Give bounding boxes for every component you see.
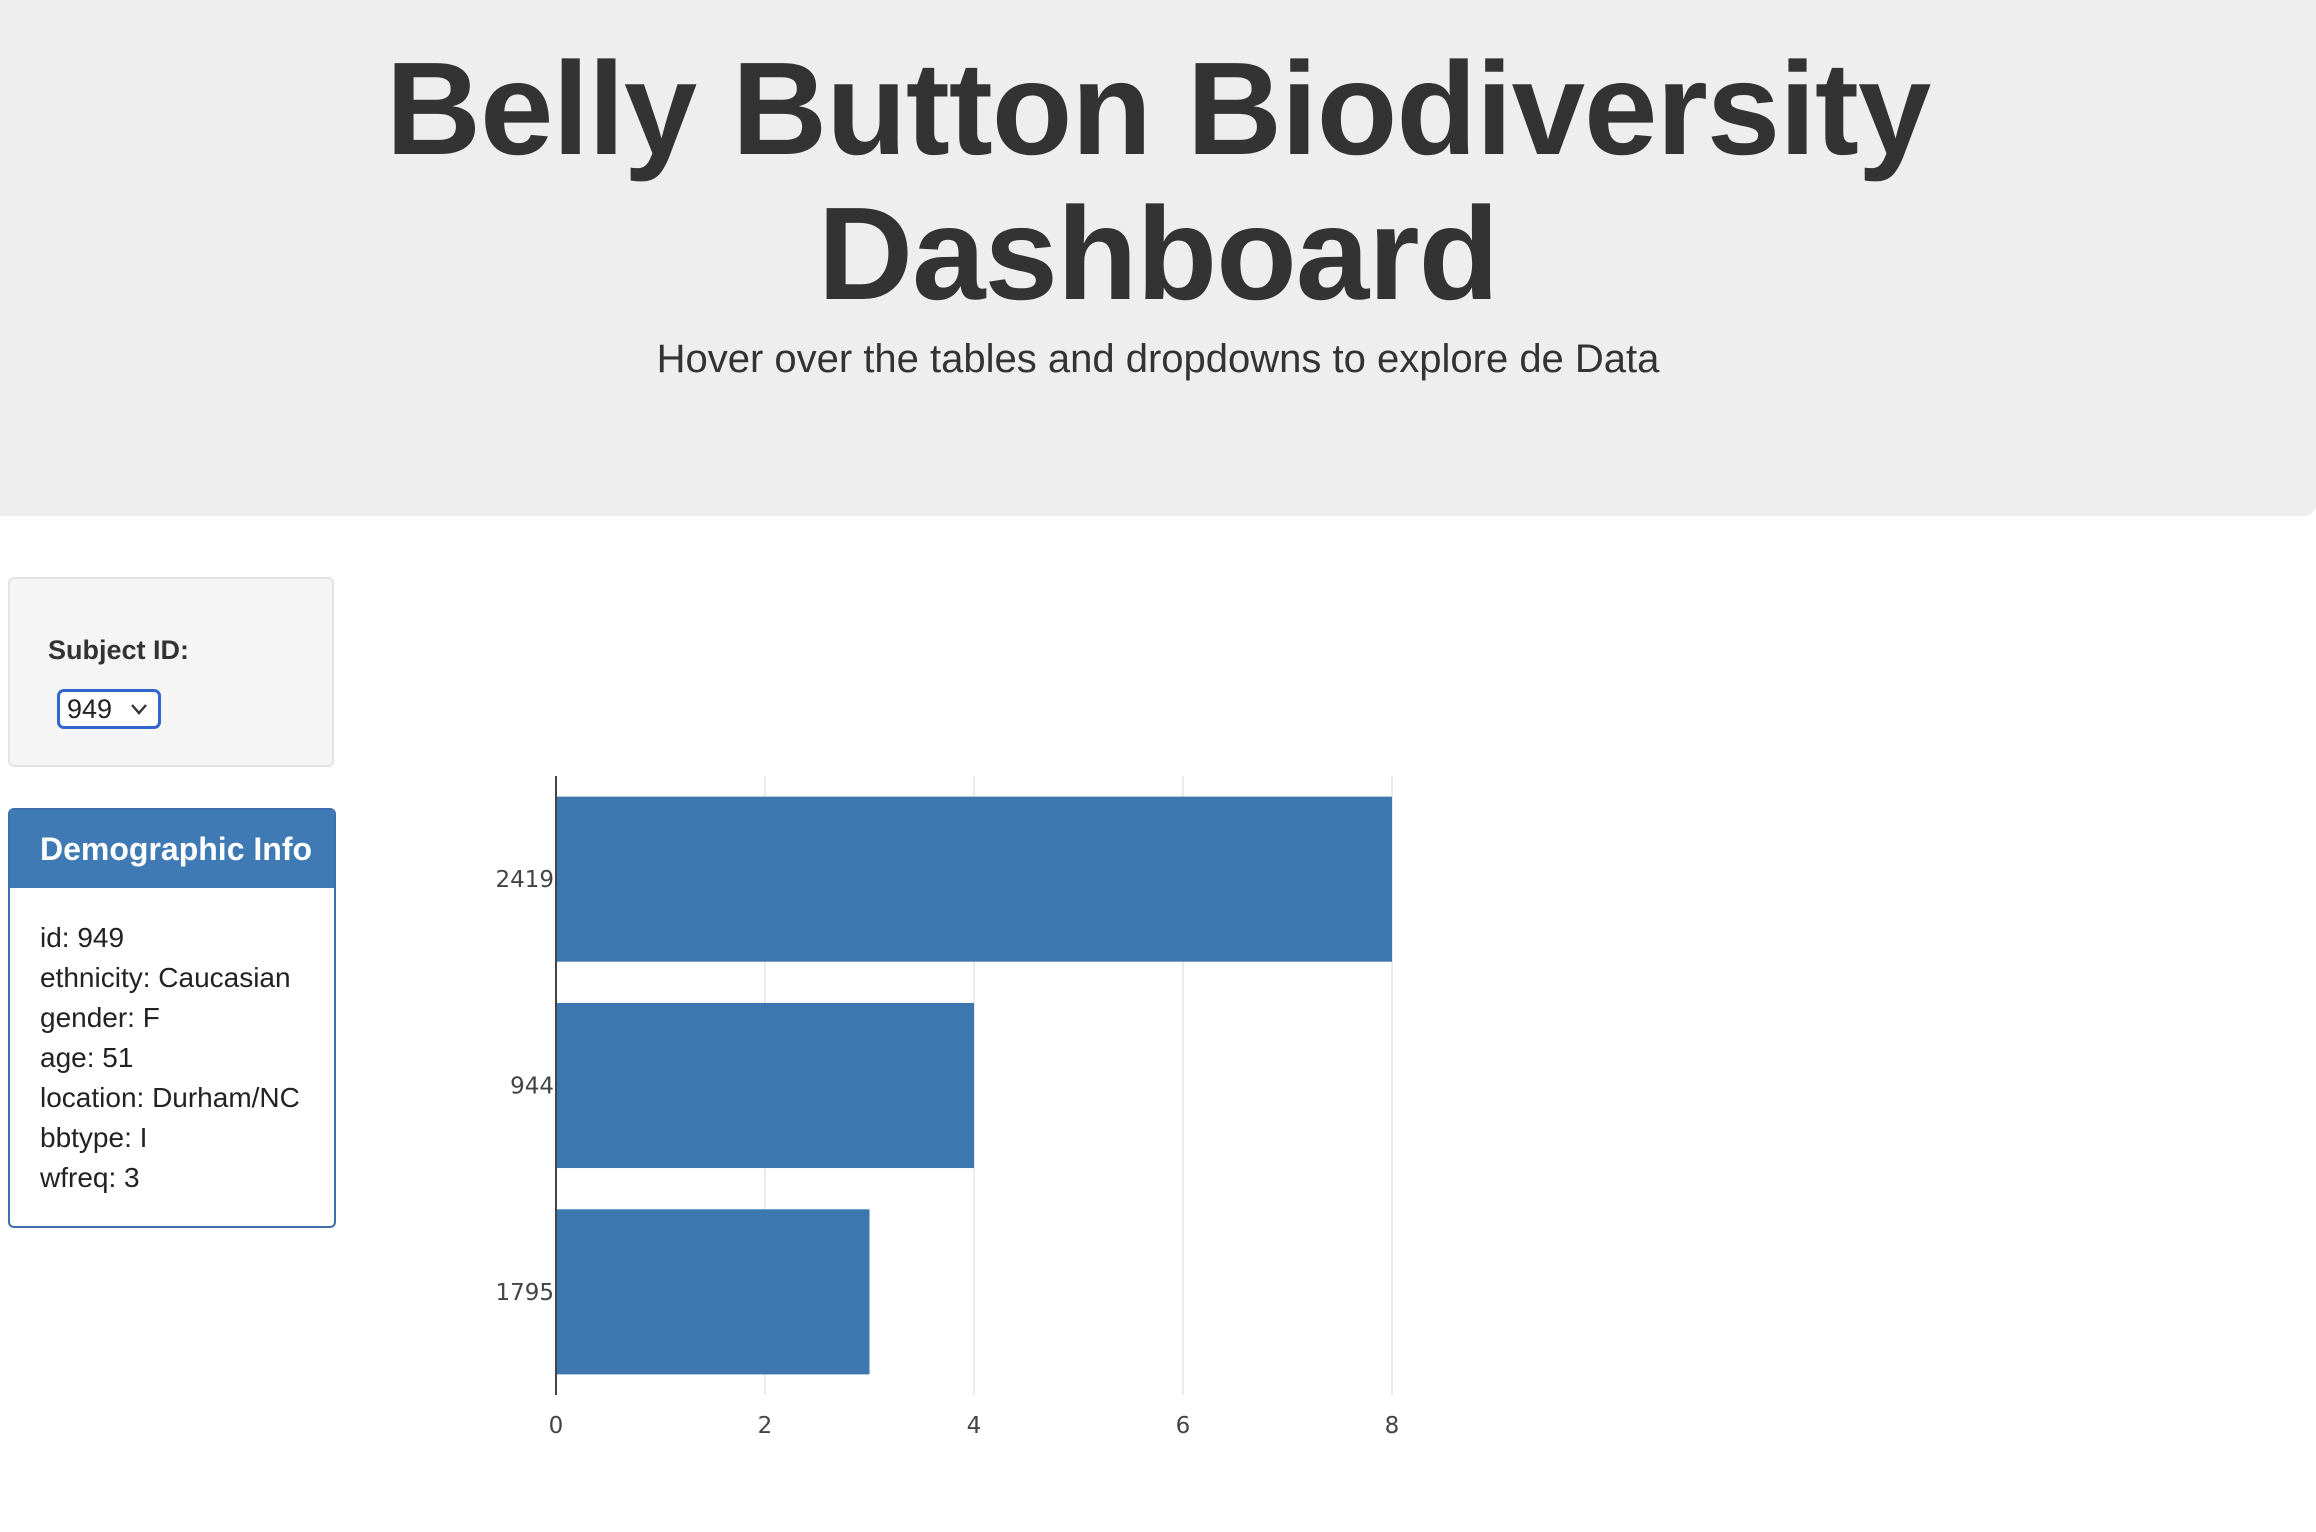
page-title-line2: Dashboard: [817, 180, 1499, 327]
header-jumbotron: Belly Button Biodiversity Dashboard Hove…: [0, 0, 2316, 516]
chart-x-tick-labels: 0 2 4 6 8: [549, 1413, 1400, 1439]
demographic-row: wfreq: 3: [40, 1162, 140, 1193]
demographic-row: bbtype: I: [40, 1122, 148, 1153]
subject-id-dropdown[interactable]: 949: [57, 689, 161, 729]
demographic-info-heading: Demographic Info: [10, 810, 334, 888]
chart-y-tick-label: 944: [510, 1074, 554, 1100]
demographic-row: id: 949: [40, 922, 125, 953]
chart-x-tick-label: 0: [549, 1413, 564, 1439]
demographic-row: ethnicity: Caucasian: [40, 962, 291, 993]
chart-y-tick-label: 2419: [495, 867, 554, 893]
page-subtitle: Hover over the tables and dropdowns to e…: [656, 337, 1660, 381]
demographic-info-body: id: 949 ethnicity: Caucasian gender: F age:…: [10, 888, 334, 1198]
chart-gridlines: [764, 776, 1393, 1395]
demographic-info-panel: Demographic Info id: 949 ethnicity: Cauca…: [8, 808, 336, 1228]
subject-selector-well: Subject ID: 949: [8, 577, 334, 767]
chart-y-tick-labels: 2419 944 1795: [495, 867, 554, 1306]
chart-y-tick-label: 1795: [495, 1280, 554, 1306]
chart-x-tick-label: 8: [1385, 1413, 1400, 1439]
demographic-row: gender: F: [40, 1002, 160, 1033]
chart-x-tick-label: 2: [758, 1413, 773, 1439]
chevron-down-icon: [131, 704, 147, 715]
demographic-row: age: 51: [40, 1042, 134, 1073]
chart-bars: [556, 796, 1392, 1375]
demographic-row: location: Durham/NC: [40, 1082, 300, 1113]
page-title-line1: Belly Button Biodiversity: [385, 35, 1932, 182]
page-title: Belly Button Biodiversity Dashboard: [0, 36, 2316, 326]
chart-x-tick-label: 6: [1176, 1413, 1191, 1439]
subject-id-label: Subject ID:: [48, 635, 190, 665]
chart-bar[interactable]: [556, 796, 1392, 962]
subject-id-selected-value: 949: [67, 694, 113, 724]
chart-bar[interactable]: [556, 1209, 870, 1375]
chart-bar[interactable]: [556, 1002, 974, 1169]
chart-x-tick-label: 4: [967, 1413, 982, 1439]
